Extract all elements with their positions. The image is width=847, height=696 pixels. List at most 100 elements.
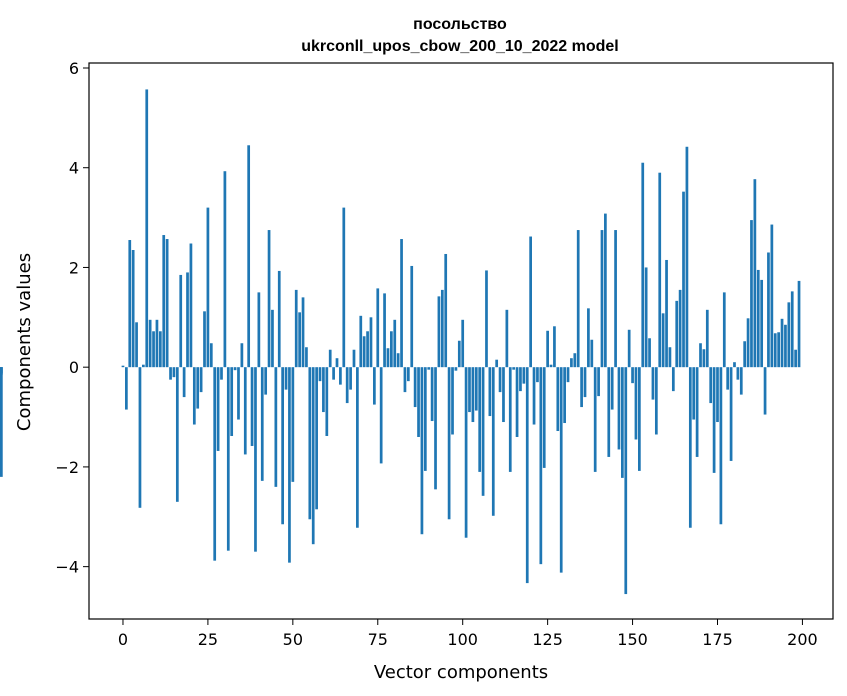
bar <box>356 367 359 528</box>
bar <box>726 367 730 390</box>
bar <box>753 179 757 368</box>
bar <box>682 191 685 368</box>
bar <box>400 239 403 368</box>
bar <box>570 358 573 368</box>
bar <box>790 291 794 368</box>
bar <box>406 367 410 382</box>
bar <box>138 367 142 508</box>
y-tick-label: 4 <box>69 159 79 178</box>
bar <box>651 367 655 400</box>
bar <box>220 367 223 380</box>
bar <box>254 367 257 552</box>
bar <box>148 319 152 368</box>
bar <box>288 367 291 563</box>
bar <box>739 367 743 395</box>
chart-title-line-1: посольство <box>413 16 507 33</box>
bar <box>335 358 339 368</box>
chart-title-line-2: ukrconll_upos_cbow_200_10_2022 model <box>301 38 618 55</box>
bar <box>0 367 3 477</box>
bar <box>403 367 407 393</box>
bar <box>121 365 125 368</box>
bar <box>729 367 733 461</box>
bar <box>468 367 471 413</box>
bar <box>294 289 298 368</box>
x-axis-ticks: 0 25 50 75 100 125 150 175 200 <box>118 619 818 649</box>
bar <box>559 367 563 573</box>
bar <box>610 367 614 410</box>
bar <box>386 348 390 368</box>
bar <box>760 279 764 368</box>
bar <box>743 341 747 368</box>
bar <box>763 367 767 415</box>
bar <box>780 318 784 368</box>
bar <box>332 367 335 380</box>
y-tick-label: −2 <box>55 458 79 477</box>
bar <box>444 253 448 368</box>
bar <box>495 359 499 368</box>
bar <box>396 353 400 368</box>
bar <box>587 308 590 368</box>
bar <box>648 338 651 368</box>
bar <box>600 230 604 368</box>
bar <box>695 367 699 457</box>
bar <box>590 339 594 368</box>
bar <box>206 207 210 368</box>
bar <box>277 270 281 368</box>
x-axis-label: Vector components <box>374 662 548 683</box>
bar <box>172 367 176 378</box>
bar <box>488 367 492 417</box>
bar <box>189 243 193 368</box>
bar <box>250 367 254 446</box>
bar <box>756 269 760 368</box>
bar <box>638 367 641 471</box>
bar <box>281 367 284 525</box>
bar <box>311 367 315 545</box>
bar <box>699 343 702 368</box>
bar <box>621 367 624 478</box>
x-tick-label: 100 <box>447 630 478 649</box>
bar <box>271 309 274 368</box>
bar <box>515 367 519 437</box>
bar <box>233 367 237 371</box>
bar <box>308 367 312 520</box>
bar <box>546 330 549 368</box>
bar <box>705 309 709 368</box>
bar <box>305 347 308 368</box>
bar <box>627 329 631 368</box>
bar <box>413 367 417 408</box>
bar <box>322 367 325 413</box>
bar <box>301 297 305 368</box>
bar <box>284 367 288 390</box>
bar <box>597 367 600 397</box>
bar <box>576 230 580 368</box>
bar <box>155 319 159 368</box>
bar <box>454 367 458 371</box>
bar <box>393 319 397 368</box>
bar <box>784 324 787 368</box>
bar <box>434 367 437 490</box>
bar <box>169 367 172 380</box>
bar <box>230 367 234 436</box>
bar <box>634 367 638 440</box>
bar <box>369 317 373 368</box>
bar <box>617 367 621 450</box>
bar <box>675 300 679 368</box>
x-tick-label: 125 <box>532 630 563 649</box>
bar <box>671 367 675 392</box>
bar <box>573 353 577 368</box>
bar <box>563 367 566 424</box>
bar <box>539 367 543 565</box>
bar <box>474 367 478 411</box>
bar <box>685 146 689 368</box>
bar <box>566 367 570 383</box>
bar <box>508 367 512 472</box>
bar <box>203 311 206 368</box>
bar <box>390 331 393 368</box>
bar <box>359 315 363 368</box>
bar <box>661 313 665 368</box>
bar <box>175 367 179 502</box>
bar <box>430 367 434 422</box>
bar <box>481 367 485 496</box>
bar <box>142 364 145 368</box>
bars-group <box>0 89 801 595</box>
